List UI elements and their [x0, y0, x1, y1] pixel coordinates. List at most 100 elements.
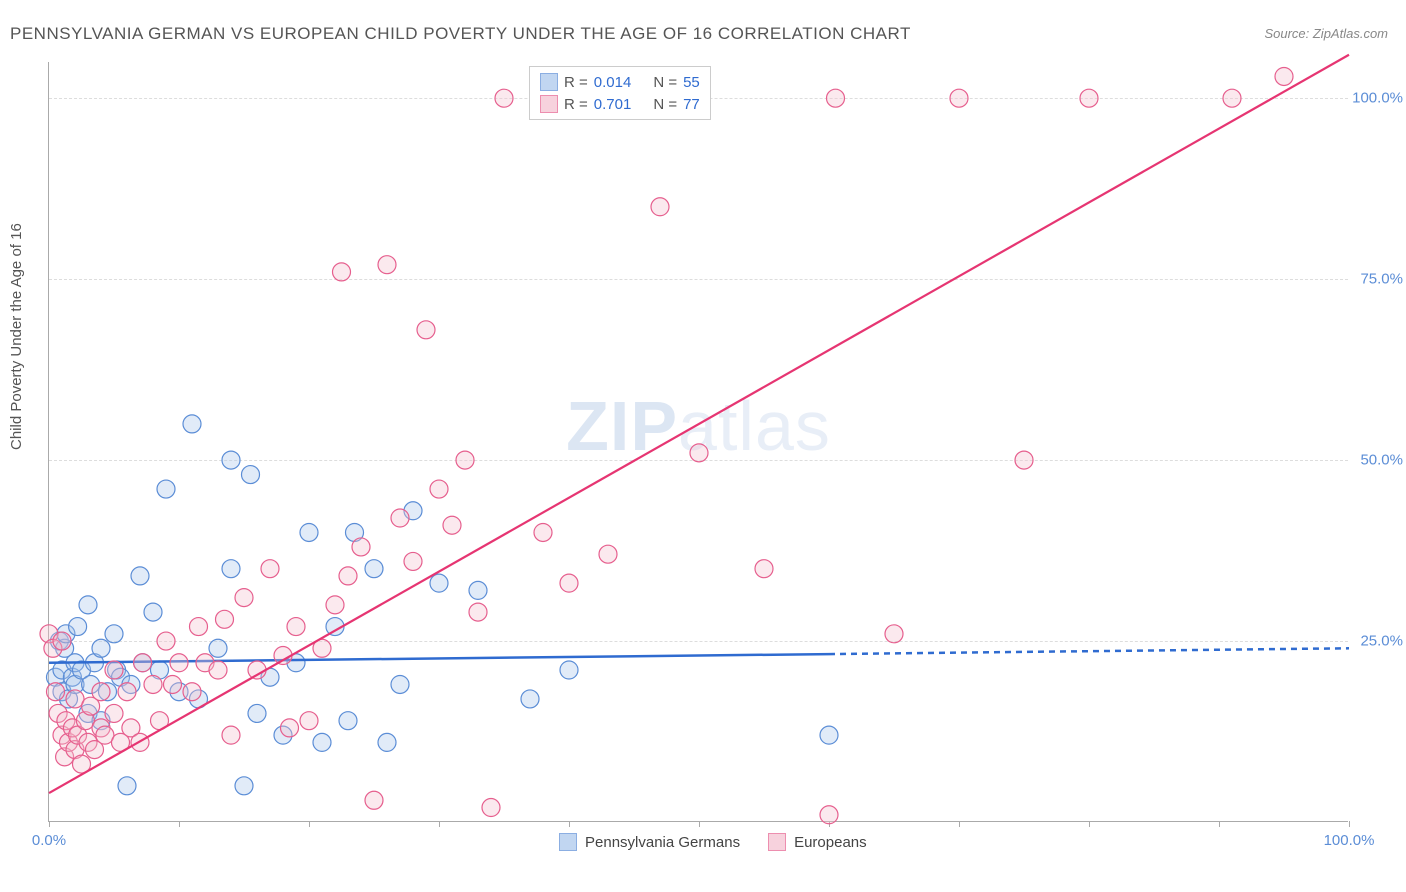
- data-point: [560, 574, 578, 592]
- legend-label: Europeans: [794, 834, 867, 851]
- legend-swatch: [540, 95, 558, 113]
- data-point: [391, 509, 409, 527]
- data-point: [248, 661, 266, 679]
- correlation-legend: R = 0.014 N = 55 R = 0.701 N = 77: [529, 66, 711, 120]
- data-point: [690, 444, 708, 462]
- data-point: [183, 683, 201, 701]
- data-point: [755, 560, 773, 578]
- data-point: [53, 632, 71, 650]
- data-point: [456, 451, 474, 469]
- data-point: [287, 618, 305, 636]
- data-point: [333, 263, 351, 281]
- n-label: N =: [653, 96, 677, 113]
- x-tick: [959, 821, 960, 827]
- data-point: [164, 675, 182, 693]
- data-point: [599, 545, 617, 563]
- data-point: [105, 625, 123, 643]
- data-point: [820, 726, 838, 744]
- trend-line: [49, 654, 829, 663]
- x-tick: [699, 821, 700, 827]
- data-point: [170, 654, 188, 672]
- data-point: [69, 618, 87, 636]
- data-point: [482, 799, 500, 817]
- data-point: [378, 733, 396, 751]
- legend-row: R = 0.701 N = 77: [540, 93, 700, 115]
- data-point: [242, 466, 260, 484]
- data-point: [560, 661, 578, 679]
- data-point: [216, 610, 234, 628]
- data-point: [118, 777, 136, 795]
- data-point: [827, 89, 845, 107]
- data-point: [183, 415, 201, 433]
- data-point: [144, 675, 162, 693]
- legend-label: Pennsylvania Germans: [585, 834, 740, 851]
- data-point: [417, 321, 435, 339]
- data-point: [144, 603, 162, 621]
- x-tick: [1089, 821, 1090, 827]
- y-tick-label: 75.0%: [1360, 271, 1403, 288]
- legend-row: R = 0.014 N = 55: [540, 71, 700, 93]
- scatter-svg: [49, 62, 1348, 821]
- data-point: [261, 560, 279, 578]
- data-point: [157, 632, 175, 650]
- trend-line-dashed: [829, 648, 1349, 654]
- legend-swatch: [540, 73, 558, 91]
- data-point: [820, 806, 838, 824]
- x-tick: [179, 821, 180, 827]
- data-point: [339, 567, 357, 585]
- n-value: 77: [683, 96, 700, 113]
- x-tick-label: 100.0%: [1324, 832, 1375, 849]
- x-tick: [439, 821, 440, 827]
- data-point: [92, 683, 110, 701]
- plot-area: ZIPatlas 25.0%50.0%75.0%100.0% 0.0%100.0…: [48, 62, 1348, 822]
- x-tick: [1219, 821, 1220, 827]
- r-label: R =: [564, 96, 588, 113]
- x-tick: [1349, 821, 1350, 827]
- data-point: [157, 480, 175, 498]
- data-point: [248, 704, 266, 722]
- r-value: 0.701: [594, 96, 632, 113]
- data-point: [222, 726, 240, 744]
- data-point: [105, 704, 123, 722]
- data-point: [469, 581, 487, 599]
- data-point: [118, 683, 136, 701]
- x-tick: [309, 821, 310, 827]
- data-point: [134, 654, 152, 672]
- r-value: 0.014: [594, 74, 632, 91]
- data-point: [352, 538, 370, 556]
- n-value: 55: [683, 74, 700, 91]
- data-point: [1015, 451, 1033, 469]
- data-point: [365, 560, 383, 578]
- series-legend: Pennsylvania Germans Europeans: [559, 833, 867, 851]
- data-point: [521, 690, 539, 708]
- data-point: [47, 683, 65, 701]
- data-point: [1223, 89, 1241, 107]
- data-point: [300, 523, 318, 541]
- data-point: [365, 791, 383, 809]
- r-label: R =: [564, 74, 588, 91]
- data-point: [235, 777, 253, 795]
- data-point: [339, 712, 357, 730]
- legend-item: Pennsylvania Germans: [559, 833, 740, 851]
- data-point: [430, 480, 448, 498]
- x-tick: [49, 821, 50, 827]
- data-point: [885, 625, 903, 643]
- data-point: [209, 639, 227, 657]
- data-point: [950, 89, 968, 107]
- y-tick-label: 100.0%: [1352, 90, 1403, 107]
- data-point: [222, 451, 240, 469]
- data-point: [105, 661, 123, 679]
- source-attribution: Source: ZipAtlas.com: [1264, 26, 1388, 41]
- data-point: [443, 516, 461, 534]
- data-point: [378, 256, 396, 274]
- x-tick-label: 0.0%: [32, 832, 66, 849]
- n-label: N =: [653, 74, 677, 91]
- data-point: [391, 675, 409, 693]
- legend-swatch: [768, 833, 786, 851]
- data-point: [1080, 89, 1098, 107]
- data-point: [222, 560, 240, 578]
- data-point: [430, 574, 448, 592]
- data-point: [1275, 67, 1293, 85]
- legend-swatch: [559, 833, 577, 851]
- y-tick-label: 25.0%: [1360, 633, 1403, 650]
